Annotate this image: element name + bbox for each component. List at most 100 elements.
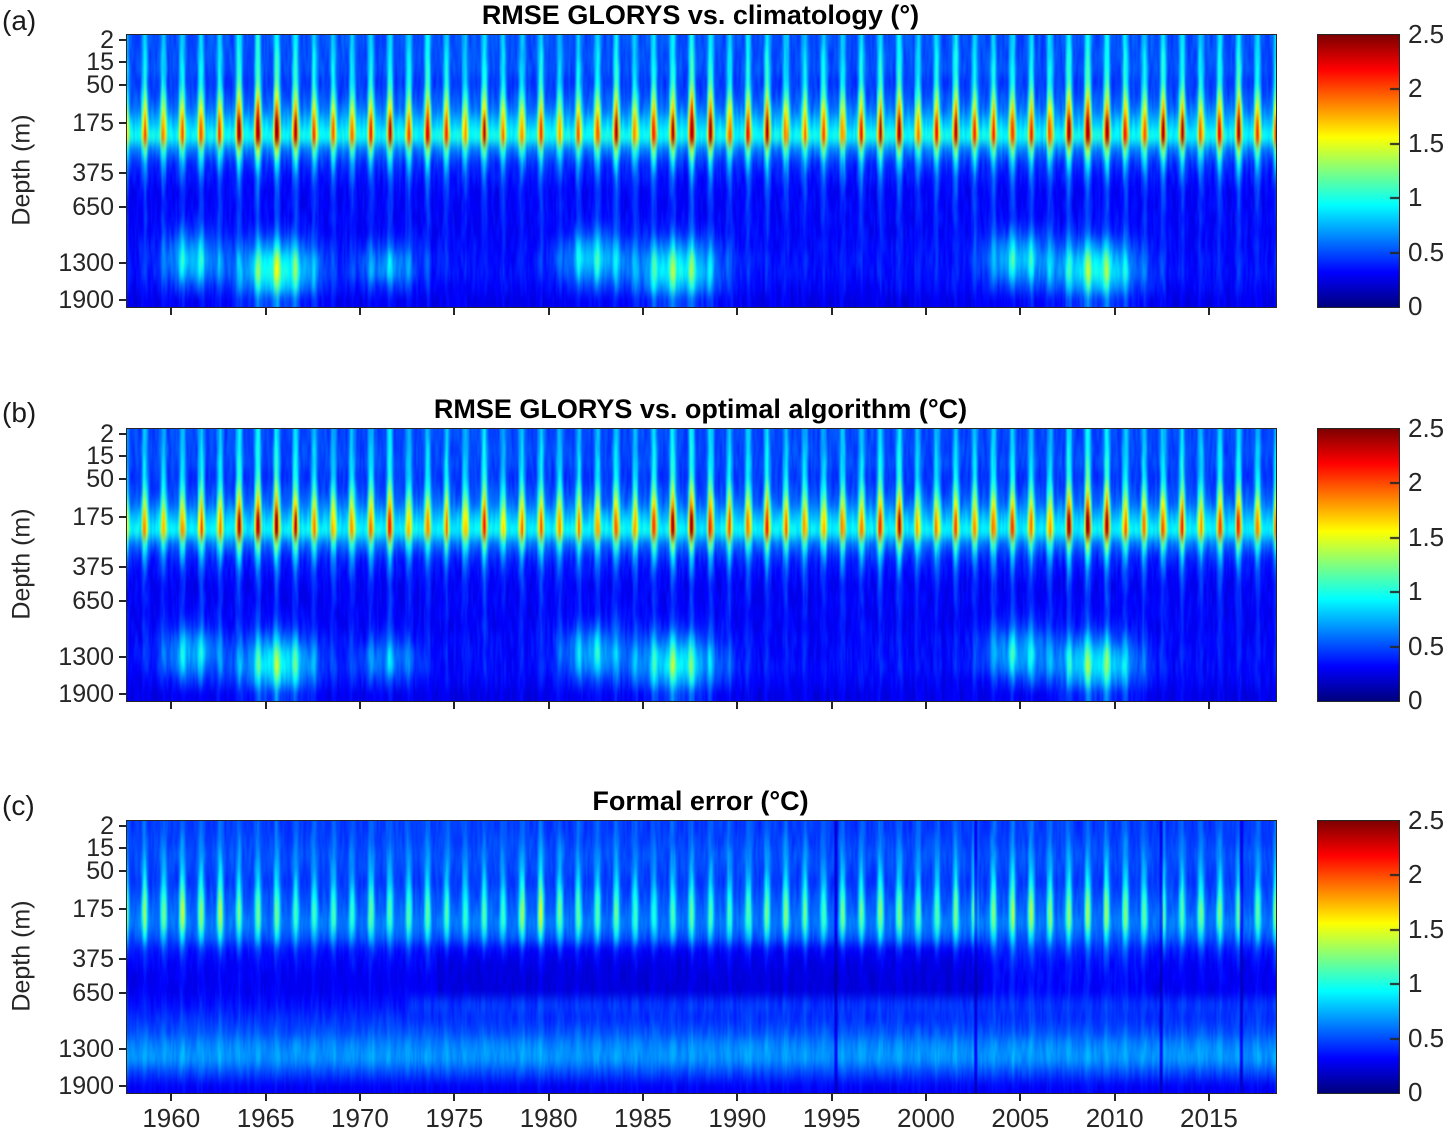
- y-tick-label: 2: [100, 25, 114, 54]
- x-tick-mark: [547, 308, 550, 315]
- y-tick-mark: [119, 455, 126, 458]
- x-tick-mark: [170, 1094, 173, 1101]
- x-tick-mark: [1019, 702, 1022, 709]
- x-tick-label: 2000: [897, 1103, 955, 1133]
- x-tick-label: 2005: [991, 1103, 1050, 1133]
- y-tick-mark: [119, 1085, 126, 1088]
- y-tick-mark: [119, 121, 126, 124]
- colorbar-tick-label: 0: [1408, 685, 1423, 715]
- y-tick-mark: [119, 432, 126, 435]
- y-tick-label: 15: [86, 442, 114, 471]
- y-tick-label: 15: [86, 48, 114, 77]
- panel-b-title: RMSE GLORYS vs. optimal algorithm (°C): [433, 394, 968, 424]
- y-tick-mark: [119, 907, 126, 910]
- x-tick-mark: [170, 702, 173, 709]
- y-tick-mark: [119, 171, 126, 174]
- x-tick-mark: [736, 702, 739, 709]
- y-tick-label: 1300: [58, 643, 114, 672]
- y-tick-mark: [119, 957, 126, 960]
- colorbar-tick-label: 1.5: [1408, 521, 1445, 552]
- x-tick-mark: [453, 1094, 456, 1101]
- x-tick-mark: [170, 308, 173, 315]
- y-tick-mark: [119, 991, 126, 994]
- y-tick-mark: [119, 869, 126, 872]
- y-tick-label: 2: [100, 811, 114, 840]
- y-tick-mark: [119, 262, 126, 265]
- y-tick-mark: [119, 205, 126, 208]
- colorbar-tick-label: 2.5: [1408, 805, 1445, 835]
- panel-c-title: Formal error (°C): [592, 786, 809, 816]
- x-tick-mark: [264, 1094, 267, 1101]
- y-tick-mark: [119, 656, 126, 659]
- x-tick-label: 1970: [331, 1103, 389, 1133]
- x-tick-mark: [641, 702, 644, 709]
- colorbar-tick-label: 1.5: [1408, 127, 1445, 158]
- x-tick-label: 1960: [142, 1103, 201, 1133]
- panel-c-heatmap: [126, 820, 1277, 1094]
- x-tick-mark: [358, 308, 361, 315]
- x-tick-mark: [264, 308, 267, 315]
- y-tick-label: 175: [72, 894, 114, 923]
- x-tick-mark: [358, 1094, 361, 1101]
- x-tick-label: 1995: [802, 1103, 861, 1133]
- y-tick-label: 1900: [58, 286, 114, 315]
- x-tick-mark: [830, 308, 833, 315]
- x-tick-mark: [1207, 702, 1210, 709]
- x-tick-mark: [924, 1094, 927, 1101]
- y-tick-label: 175: [72, 502, 114, 531]
- y-tick-label: 2: [100, 419, 114, 448]
- colorbar-tick-label: 1: [1408, 182, 1423, 213]
- x-tick-label: 1975: [425, 1103, 484, 1133]
- x-tick-mark: [924, 308, 927, 315]
- y-tick-label: 1900: [58, 1072, 114, 1101]
- y-tick-label: 1300: [58, 249, 114, 278]
- y-tick-mark: [119, 477, 126, 480]
- x-tick-mark: [1113, 702, 1116, 709]
- colorbar-tick-label: 0.5: [1408, 1022, 1445, 1053]
- y-tick-label: 375: [72, 944, 114, 973]
- x-tick-label: 2010: [1085, 1103, 1144, 1133]
- x-tick-mark: [264, 702, 267, 709]
- x-tick-mark: [1019, 1094, 1022, 1101]
- x-tick-mark: [641, 308, 644, 315]
- x-tick-mark: [830, 1094, 833, 1101]
- y-tick-label: 375: [72, 158, 114, 187]
- x-tick-mark: [547, 1094, 550, 1101]
- colorbar-tick-label: 1: [1408, 968, 1423, 999]
- colorbar-tick-label: 2: [1408, 467, 1423, 498]
- y-tick-label: 15: [86, 834, 114, 863]
- panel-a-label: (a): [2, 5, 37, 36]
- panel-b-colorbar: [1317, 428, 1400, 702]
- y-tick-mark: [119, 1048, 126, 1051]
- panel-b-label: (b): [2, 397, 37, 428]
- x-tick-mark: [453, 702, 456, 709]
- x-tick-label: 1965: [236, 1103, 295, 1133]
- x-tick-mark: [547, 702, 550, 709]
- colorbar-tick-label: 0.5: [1408, 236, 1445, 267]
- x-tick-label: 1990: [708, 1103, 767, 1133]
- y-tick-label: 50: [86, 856, 114, 885]
- panel-c-label: (c): [2, 790, 35, 821]
- y-tick-label: 1900: [58, 680, 114, 709]
- x-tick-mark: [924, 702, 927, 709]
- x-tick-label: 1980: [519, 1103, 578, 1133]
- y-tick-mark: [119, 299, 126, 302]
- colorbar-tick-label: 2.5: [1408, 19, 1445, 49]
- panel-c-colorbar: [1317, 820, 1400, 1094]
- x-tick-mark: [736, 1094, 739, 1101]
- y-tick-mark: [119, 847, 126, 850]
- x-tick-mark: [830, 702, 833, 709]
- colorbar-tick-label: 2: [1408, 73, 1423, 104]
- x-tick-mark: [1019, 308, 1022, 315]
- x-tick-mark: [641, 1094, 644, 1101]
- panel-a-colorbar: [1317, 34, 1400, 308]
- colorbar-tick-label: 0: [1408, 1077, 1423, 1107]
- y-tick-mark: [119, 599, 126, 602]
- y-tick-mark: [119, 693, 126, 696]
- y-tick-label: 175: [72, 108, 114, 137]
- x-tick-label: 2015: [1180, 1103, 1238, 1133]
- colorbar-tick-label: 0.5: [1408, 630, 1445, 661]
- colorbar-tick-label: 0: [1408, 291, 1423, 321]
- y-tick-label: 375: [72, 552, 114, 581]
- x-tick-label: 1985: [614, 1103, 672, 1133]
